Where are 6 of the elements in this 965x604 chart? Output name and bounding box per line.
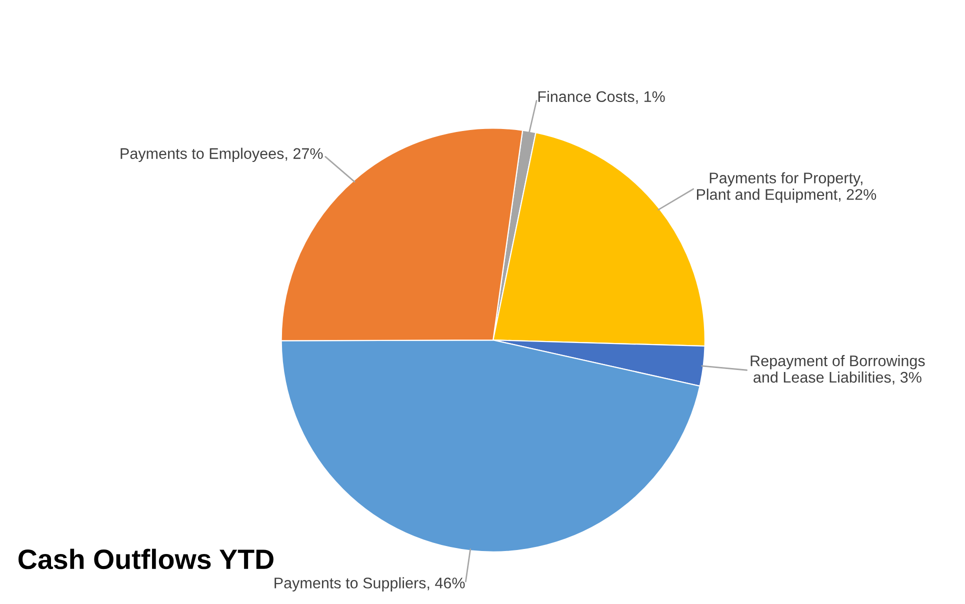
slice-label: Repayment of Borrowings and Lease Liabilities, 3%: [750, 355, 925, 385]
slice-label: Payments for Property, Plant and Equipment, 22%: [696, 172, 876, 203]
slice-label: Finance Costs, 1%: [538, 90, 665, 104]
slice-label: Payments to Suppliers, 46%: [274, 577, 465, 592]
slice-label: Payments to Employees, 27%: [120, 148, 323, 162]
text: Cash Outflows YTD: [18, 548, 274, 570]
